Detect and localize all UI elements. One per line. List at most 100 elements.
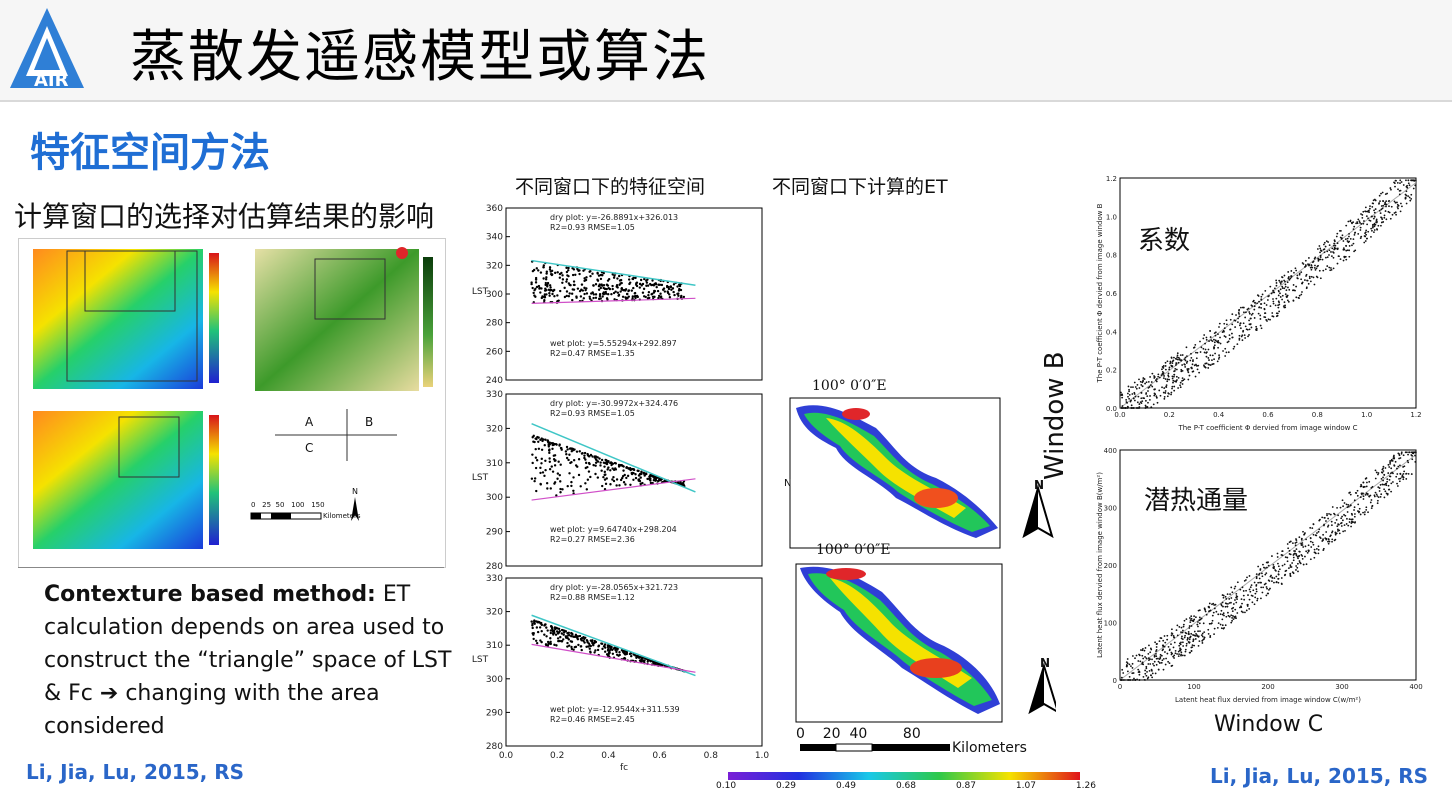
scatter-point bbox=[535, 267, 538, 270]
pt-coefficient-plot-point bbox=[1270, 292, 1273, 295]
pt-coefficient-plot-point bbox=[1140, 391, 1143, 394]
pt-coefficient-plot-point bbox=[1379, 212, 1382, 215]
scatter-point bbox=[652, 475, 655, 479]
latent-heat-plot-point bbox=[1151, 672, 1154, 675]
latent-heat-plot-point bbox=[1317, 552, 1320, 555]
latent-heat-plot-point bbox=[1393, 457, 1395, 460]
pt-coefficient-plot-point bbox=[1213, 358, 1215, 361]
latent-heat-plot-point bbox=[1297, 555, 1300, 558]
pt-coefficient-plot-point bbox=[1347, 220, 1350, 223]
pt-coefficient-plot-xtick: 1.0 bbox=[1361, 411, 1372, 419]
latent-heat-plot-point bbox=[1353, 499, 1356, 502]
pt-coefficient-plot-point bbox=[1389, 217, 1392, 220]
pt-coefficient-plot-point bbox=[1250, 314, 1253, 316]
latent-heat-plot-point bbox=[1196, 623, 1199, 626]
scatter-point bbox=[641, 291, 645, 294]
scatter-point bbox=[565, 290, 569, 293]
veg-map-b bbox=[255, 249, 419, 391]
latent-heat-plot-point bbox=[1217, 622, 1220, 625]
latent-heat-plot-point bbox=[1222, 594, 1225, 597]
scatter-ytick: 280 bbox=[486, 742, 503, 752]
scatter-point bbox=[599, 461, 602, 464]
latent-heat-plot-point bbox=[1176, 634, 1179, 637]
pt-coefficient-plot-point bbox=[1251, 312, 1254, 315]
latent-heat-plot-point bbox=[1403, 470, 1406, 473]
pt-coefficient-plot-point bbox=[1384, 201, 1387, 204]
pt-coefficient-plot-point bbox=[1175, 358, 1178, 361]
latent-heat-plot-point bbox=[1261, 575, 1264, 578]
pt-coefficient-plot-point bbox=[1340, 238, 1343, 240]
latent-heat-plot-point bbox=[1150, 668, 1153, 671]
scatter-point bbox=[591, 455, 594, 458]
pt-coefficient-plot-point bbox=[1393, 182, 1396, 185]
scatter-xtick: 0.4 bbox=[601, 751, 616, 761]
scatter-point bbox=[625, 466, 628, 469]
latent-heat-plot-point bbox=[1159, 653, 1162, 656]
latent-heat-plot-point bbox=[1292, 556, 1295, 559]
scatter-point bbox=[611, 478, 614, 481]
latent-heat-plot-point bbox=[1386, 478, 1389, 481]
scatter-point bbox=[652, 284, 656, 287]
latent-heat-plot-point bbox=[1184, 631, 1187, 634]
scatter-point bbox=[648, 282, 652, 286]
scatter-point bbox=[602, 475, 605, 479]
pt-coefficient-plot-point bbox=[1305, 273, 1308, 276]
pt-coefficient-plot-point bbox=[1146, 395, 1149, 398]
latent-heat-plot-point bbox=[1357, 503, 1360, 506]
latent-heat-plot-point bbox=[1331, 506, 1334, 508]
pt-coefficient-plot-point bbox=[1402, 184, 1405, 186]
scatter-point bbox=[643, 659, 646, 662]
pt-coefficient-plot-point bbox=[1305, 287, 1308, 290]
scatter-xtick: 0.2 bbox=[550, 751, 564, 761]
scatter-point bbox=[553, 464, 557, 467]
pt-coefficient-plot-point bbox=[1355, 222, 1357, 225]
pt-coefficient-plot-point bbox=[1348, 232, 1350, 235]
scatter-point bbox=[671, 287, 675, 290]
latent-heat-plot-point bbox=[1390, 482, 1393, 485]
latent-heat-plot-point bbox=[1328, 512, 1330, 515]
pt-coefficient-plot-point bbox=[1176, 352, 1179, 355]
pt-coefficient-plot-point bbox=[1164, 392, 1167, 394]
pt-coefficient-plot-point bbox=[1390, 205, 1393, 208]
scatter-point bbox=[567, 266, 570, 270]
pt-coefficient-plot-point bbox=[1225, 351, 1228, 354]
latent-heat-plot-point bbox=[1331, 538, 1334, 541]
latent-heat-plot-point bbox=[1301, 557, 1304, 560]
scatter-point bbox=[588, 270, 591, 274]
latent-heat-plot-point bbox=[1396, 482, 1398, 485]
pt-coefficient-plot-point bbox=[1364, 210, 1367, 213]
latent-heat-plot-point bbox=[1411, 454, 1413, 457]
pt-coefficient-plot-point bbox=[1345, 224, 1348, 227]
latent-heat-plot-point bbox=[1153, 655, 1156, 658]
latent-heat-plot-point bbox=[1379, 484, 1382, 486]
scatter-point bbox=[635, 656, 638, 659]
pt-coefficient-plot-point bbox=[1298, 272, 1301, 275]
scatter-point bbox=[549, 637, 552, 640]
scatter-ytick: 280 bbox=[486, 319, 503, 329]
latent-heat-plot-point bbox=[1196, 635, 1199, 638]
pt-coefficient-plot-point bbox=[1202, 347, 1205, 350]
latent-heat-plot-point bbox=[1210, 622, 1213, 625]
pt-coefficient-plot-point bbox=[1284, 285, 1287, 288]
scatter-point bbox=[539, 482, 542, 486]
pt-coefficient-plot-point bbox=[1161, 386, 1163, 389]
pt-coefficient-plot-frame bbox=[1119, 177, 1417, 409]
latent-heat-plot-point bbox=[1173, 641, 1176, 644]
latent-heat-plot-point bbox=[1147, 657, 1150, 660]
scatter-point bbox=[567, 631, 571, 635]
scatter-point bbox=[653, 295, 656, 299]
pt-coefficient-plot-point bbox=[1357, 218, 1360, 221]
latent-heat-plot-point bbox=[1414, 460, 1417, 463]
pt-coefficient-plot-point bbox=[1287, 300, 1290, 303]
pt-coefficient-plot-point bbox=[1295, 269, 1298, 272]
scatter-point bbox=[583, 456, 586, 460]
pt-coefficient-plot-point bbox=[1244, 316, 1247, 319]
scatter-point bbox=[661, 288, 665, 291]
latent-heat-plot-point bbox=[1147, 663, 1150, 665]
pt-coefficient-plot-point bbox=[1399, 179, 1402, 182]
lst-map-c bbox=[33, 411, 203, 549]
scatter-point bbox=[669, 285, 673, 288]
pt-coefficient-plot-point bbox=[1218, 356, 1221, 359]
latent-heat-plot-point bbox=[1313, 556, 1316, 559]
latent-heat-plot-point bbox=[1297, 557, 1299, 560]
